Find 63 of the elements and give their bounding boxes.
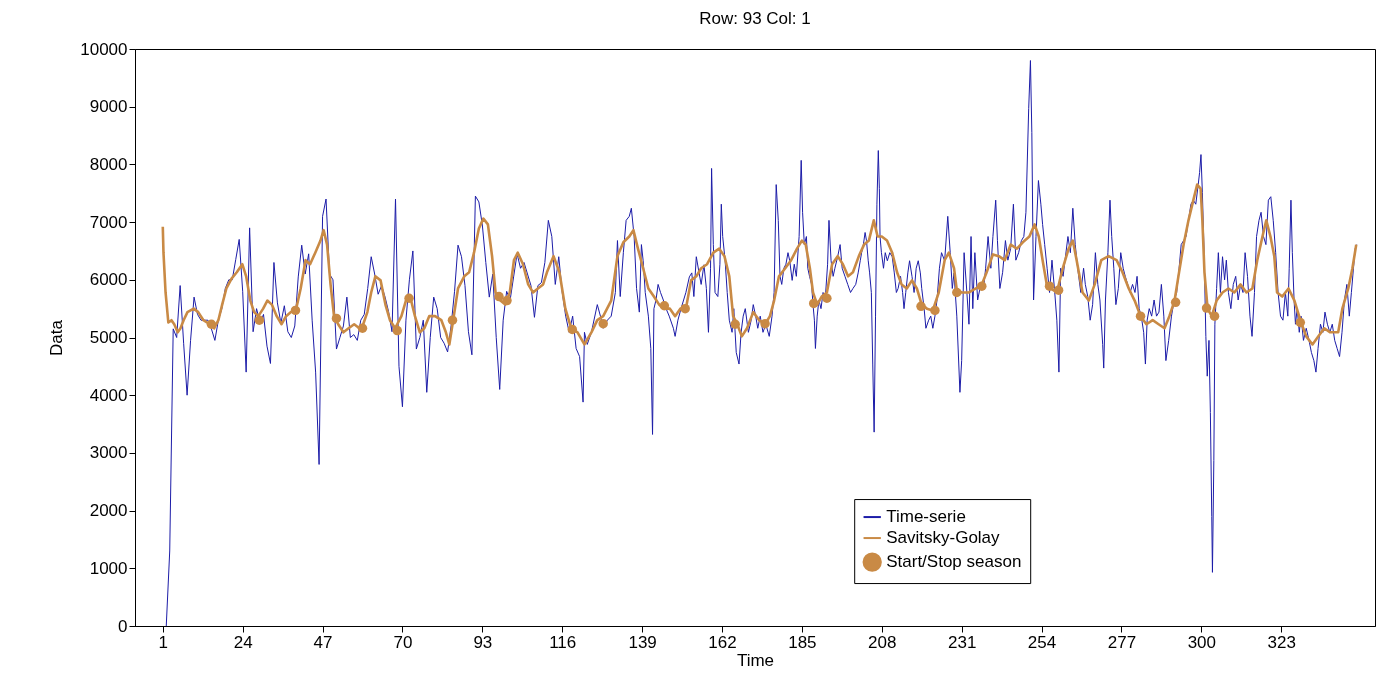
point	[730, 319, 740, 329]
x-tick-label: 93	[473, 632, 493, 652]
x-axis-title: Time	[736, 650, 775, 670]
chart-title: Row: 93 Col: 1	[699, 9, 811, 28]
x-tick-label: 1	[158, 632, 169, 652]
y-axis-title: Data	[47, 319, 67, 356]
y-tick-label: 8000	[89, 154, 128, 174]
point	[1053, 285, 1064, 295]
point	[206, 319, 217, 329]
y-tick-label: 1000	[89, 558, 128, 578]
point	[567, 324, 578, 335]
point	[977, 281, 987, 291]
y-tick-label: 4000	[89, 385, 128, 405]
point	[392, 325, 402, 336]
x-tick-label: 139	[628, 632, 657, 652]
legend-label: Start/Stop season	[886, 552, 1022, 572]
x-tick-label: 300	[1187, 632, 1217, 652]
point	[1295, 317, 1306, 328]
point	[1201, 303, 1212, 313]
x-tick-label: 208	[868, 632, 897, 652]
point	[502, 295, 512, 306]
y-tick-label: 0	[118, 616, 128, 636]
x-tick-label: 277	[1107, 632, 1137, 652]
y-tick-label: 6000	[89, 270, 128, 290]
legend-label: Time-serie	[886, 507, 966, 527]
point	[659, 301, 670, 311]
point	[1209, 311, 1220, 321]
y-tick-label: 2000	[89, 501, 128, 521]
x-tick-label: 231	[947, 632, 977, 652]
point	[598, 318, 608, 329]
line-series	[161, 183, 1358, 346]
point	[254, 315, 265, 325]
legend-label: Savitsky-Golay	[886, 528, 1001, 548]
point	[680, 303, 690, 314]
x-tick-label: 254	[1027, 632, 1057, 652]
y-tick-label: 3000	[89, 443, 128, 463]
y-tick-label: 9000	[89, 97, 128, 117]
x-tick-label: 47	[313, 632, 333, 652]
point	[822, 293, 832, 303]
point	[494, 291, 504, 302]
x-tick-label: 24	[233, 632, 253, 652]
point	[447, 315, 458, 325]
point	[404, 293, 414, 303]
point	[1135, 311, 1146, 321]
point	[952, 287, 962, 298]
point	[1170, 297, 1181, 308]
x-tick-label: 162	[708, 632, 737, 652]
point	[331, 313, 342, 324]
x-tick-label: 323	[1267, 632, 1296, 652]
y-tick-label: 5000	[89, 328, 128, 347]
point	[760, 318, 770, 329]
line-series	[165, 60, 1358, 627]
y-tick-label: 10000	[80, 39, 128, 59]
point	[357, 323, 368, 333]
x-tick-label: 70	[393, 632, 413, 652]
y-tick-label: 7000	[89, 212, 128, 232]
x-tick-label: 185	[788, 632, 817, 652]
point	[930, 305, 940, 316]
point	[290, 305, 301, 316]
x-tick-label: 116	[549, 632, 577, 652]
point	[1044, 281, 1055, 291]
point	[808, 298, 819, 309]
point	[916, 301, 926, 312]
